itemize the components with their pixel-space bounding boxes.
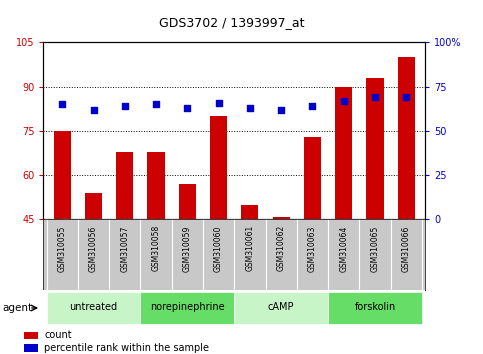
Point xyxy=(277,107,285,113)
Text: GSM310058: GSM310058 xyxy=(152,225,160,272)
Bar xyxy=(335,87,352,219)
Point xyxy=(340,98,348,104)
Point xyxy=(152,102,160,107)
Text: GSM310057: GSM310057 xyxy=(120,225,129,272)
Text: GSM310064: GSM310064 xyxy=(339,225,348,272)
Point xyxy=(58,102,66,107)
Point xyxy=(121,103,128,109)
Text: percentile rank within the sample: percentile rank within the sample xyxy=(44,343,209,353)
Point xyxy=(215,100,223,105)
Text: GSM310062: GSM310062 xyxy=(277,225,285,272)
Text: GSM310061: GSM310061 xyxy=(245,225,255,272)
Text: GSM310059: GSM310059 xyxy=(183,225,192,272)
Bar xyxy=(54,131,71,219)
Text: GSM310056: GSM310056 xyxy=(89,225,98,272)
Text: norepinephrine: norepinephrine xyxy=(150,302,225,312)
Bar xyxy=(272,217,290,219)
Point xyxy=(184,105,191,111)
Bar xyxy=(179,184,196,219)
Point xyxy=(309,103,316,109)
Text: GSM310066: GSM310066 xyxy=(402,225,411,272)
Point xyxy=(371,95,379,100)
Text: cAMP: cAMP xyxy=(268,302,295,312)
Bar xyxy=(242,205,258,219)
Point xyxy=(402,95,410,100)
Bar xyxy=(367,78,384,219)
Bar xyxy=(234,292,328,324)
Text: forskolin: forskolin xyxy=(355,302,396,312)
Point xyxy=(90,107,98,113)
Bar xyxy=(46,292,141,324)
Text: GSM310063: GSM310063 xyxy=(308,225,317,272)
Text: GSM310055: GSM310055 xyxy=(58,225,67,272)
Bar xyxy=(398,57,415,219)
Bar xyxy=(210,116,227,219)
Bar xyxy=(147,152,165,219)
Text: GSM310065: GSM310065 xyxy=(370,225,380,272)
Bar xyxy=(85,193,102,219)
Bar xyxy=(116,152,133,219)
Bar xyxy=(141,292,234,324)
Text: count: count xyxy=(44,330,72,341)
Text: untreated: untreated xyxy=(70,302,117,312)
Bar xyxy=(328,292,422,324)
Text: agent: agent xyxy=(2,303,32,313)
Point xyxy=(246,105,254,111)
Text: GDS3702 / 1393997_at: GDS3702 / 1393997_at xyxy=(159,16,305,29)
Bar xyxy=(24,344,38,352)
Bar xyxy=(304,137,321,219)
Text: GSM310060: GSM310060 xyxy=(214,225,223,272)
Bar xyxy=(24,332,38,339)
